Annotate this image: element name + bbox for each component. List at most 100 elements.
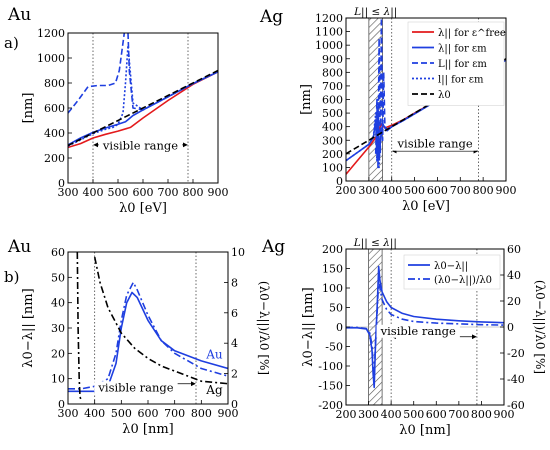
y-tick-label: 600 xyxy=(322,94,343,107)
chart-title: Ag xyxy=(259,7,283,27)
y-tick-label: 0 xyxy=(58,177,65,190)
x-tick-label: 900 xyxy=(218,407,239,420)
legend-entry: (λ0−λ||)/λ0 xyxy=(434,275,492,286)
x-tick-label: 300 xyxy=(58,186,79,199)
y-axis-label: λ0−λ|| [nm] xyxy=(21,288,36,367)
x-tick-label: 300 xyxy=(358,408,379,421)
chart-au_top: Au visible range 300 400 500 600 700 800 900 0 200… xyxy=(7,5,229,216)
y-tick-label: 0 xyxy=(336,175,343,188)
legend: λ|| for ε^free λ|| for εm L|| for εm l|| fo… xyxy=(407,21,506,106)
y2-tick-label: 4 xyxy=(231,337,238,350)
y-tick-label: 200 xyxy=(322,148,343,161)
y2-axis-label: (λ0−λ||)/λ0 [%] xyxy=(533,280,547,374)
x-tick-label: 900 xyxy=(494,408,515,421)
y-tick-label: 1200 xyxy=(315,12,343,25)
series-group xyxy=(346,265,504,389)
y-axis-label: λ0−λ|| [nm] xyxy=(301,287,316,366)
y-tick-label: 0 xyxy=(336,321,343,334)
y-tick-label: 400 xyxy=(44,127,65,140)
panel-b-label: b) xyxy=(4,268,19,286)
y2-tick-label: 40 xyxy=(507,269,521,282)
visible-range-label: visible range xyxy=(102,138,178,152)
y-tick-label: 800 xyxy=(322,66,343,79)
series-line-2 xyxy=(68,33,126,114)
y-tick-label: 1000 xyxy=(315,39,343,52)
y2-tick-label: 0 xyxy=(507,321,514,334)
y2-tick-label: 0 xyxy=(231,398,238,411)
y2-tick-label: 8 xyxy=(231,276,238,289)
y-tick-label: 30 xyxy=(51,322,65,335)
x-tick-label: 400 xyxy=(84,407,105,420)
visible-range-label-bg xyxy=(94,381,178,395)
visible-range-label-bg xyxy=(98,139,183,153)
hatch-label: L|| ≤ λ|| xyxy=(353,6,397,19)
y2-tick-label: 2 xyxy=(231,368,238,381)
x-tick-label: 600 xyxy=(426,408,447,421)
y2-tick-label: -60 xyxy=(507,399,525,412)
chart-title: Au xyxy=(7,237,31,257)
y2-tick-label: -40 xyxy=(507,373,525,386)
legend-entry: λ|| for εm xyxy=(438,44,487,55)
hatch-label: L|| ≤ λ|| xyxy=(353,237,397,250)
x-tick-label: 400 xyxy=(381,408,402,421)
y-tick-label: 20 xyxy=(51,347,65,360)
x-tick-label: 500 xyxy=(108,186,129,199)
x-tick-label: 700 xyxy=(158,186,179,199)
visible-range-label-bg xyxy=(376,324,460,338)
y2-tick-label: 20 xyxy=(507,295,521,308)
y2-axis-label: (λ0−λ||)/λ0 [%] xyxy=(257,281,271,375)
y-tick-label: 800 xyxy=(44,77,65,90)
y-tick-label: 40 xyxy=(51,297,65,310)
x-tick-label: 900 xyxy=(208,186,229,199)
series-line-0 xyxy=(68,291,228,393)
legend-box xyxy=(403,254,501,290)
legend-entry: l|| for εm xyxy=(438,75,484,86)
y-tick-label: 0 xyxy=(58,398,65,411)
y2-tick-label: 10 xyxy=(231,246,245,259)
series-line-2 xyxy=(76,252,83,402)
y-tick-label: 100 xyxy=(322,282,343,295)
series-line-4 xyxy=(68,44,218,147)
legend: λ0−λ|| (λ0−λ||)/λ0 xyxy=(403,254,501,290)
x-tick-label: 300 xyxy=(358,184,379,197)
y-tick-label: 700 xyxy=(322,80,343,93)
visible-range-label: visible range xyxy=(380,324,456,338)
chart-title: Ag xyxy=(261,237,285,257)
series-line-1 xyxy=(346,275,504,379)
x-tick-label: 600 xyxy=(133,186,154,199)
x-tick-label: 600 xyxy=(427,184,448,197)
series-line-5 xyxy=(68,69,218,147)
y2-tick-label: 60 xyxy=(507,243,521,256)
y-tick-label: 1200 xyxy=(37,27,65,40)
y-tick-label: 10 xyxy=(51,373,65,386)
x-tick-label: 400 xyxy=(381,184,402,197)
x-tick-label: 500 xyxy=(403,408,424,421)
series-annotation: Au xyxy=(205,347,223,361)
legend-entry: λ0 xyxy=(438,90,451,101)
y-tick-label: 200 xyxy=(44,152,65,165)
y-tick-label: 1100 xyxy=(315,26,343,39)
chart-title: Au xyxy=(7,5,31,25)
y-tick-label: 600 xyxy=(44,102,65,115)
y-tick-label: 500 xyxy=(322,107,343,120)
x-tick-label: 800 xyxy=(183,186,204,199)
y-tick-label: 50 xyxy=(51,271,65,284)
y-tick-label: 1000 xyxy=(37,52,65,65)
x-axis-label: λ0 [eV] xyxy=(119,201,167,216)
x-tick-label: 700 xyxy=(164,407,185,420)
series-line-3 xyxy=(93,256,228,385)
y-tick-label: 60 xyxy=(51,246,65,259)
x-axis-label: λ0 [nm] xyxy=(122,422,174,437)
y-tick-label: 50 xyxy=(329,302,343,315)
visible-range-label-bg xyxy=(393,137,477,151)
x-tick-label: 900 xyxy=(496,184,517,197)
y-tick-label: 150 xyxy=(322,263,343,276)
x-tick-label: 800 xyxy=(473,184,494,197)
y-tick-label: -50 xyxy=(325,341,343,354)
y-axis-label: [nm] xyxy=(299,84,314,115)
y-tick-label: 300 xyxy=(322,134,343,147)
x-tick-label: 200 xyxy=(336,184,357,197)
